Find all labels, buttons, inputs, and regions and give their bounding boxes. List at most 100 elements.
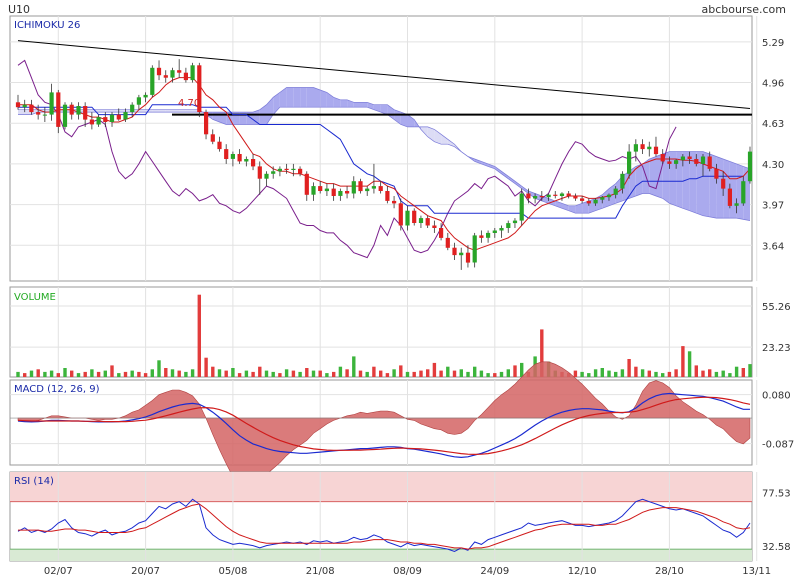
candle-body (660, 154, 665, 162)
candle-body (700, 156, 706, 164)
y-tick-label: 4.96 (762, 79, 784, 90)
candle-body (177, 70, 182, 73)
volume-bar (506, 369, 510, 377)
volume-bar (177, 370, 181, 377)
cloud-segment (635, 163, 643, 196)
volume-bar (137, 371, 141, 377)
candle-body (284, 168, 289, 170)
volume-bar (197, 294, 201, 377)
y-tick-label: -0.087 (762, 440, 794, 451)
volume-bar (748, 364, 752, 377)
volume-bar (681, 346, 685, 377)
cloud-segment (320, 90, 327, 108)
volume-bar (244, 370, 249, 377)
cloud-segment (494, 166, 502, 174)
volume-bar (358, 370, 363, 377)
date-label: 08/09 (393, 566, 422, 577)
volume-bar (271, 371, 275, 377)
cloud-segment (676, 151, 683, 209)
date-label: 12/10 (568, 566, 597, 577)
volume-bar (90, 369, 94, 377)
cloud-segment (682, 151, 690, 211)
candle-body (459, 252, 464, 256)
candle-body (653, 146, 659, 155)
candle-body (553, 194, 558, 196)
volume-bar (204, 357, 208, 377)
rsi-zones (10, 472, 752, 561)
candle-body (371, 186, 376, 189)
volume-yaxis: 55.26 23.23 (762, 302, 791, 354)
volume-bar (217, 369, 222, 377)
cloud-segment (286, 87, 294, 108)
signal-line (17, 396, 751, 456)
volume-bar (83, 371, 87, 377)
candle-body (432, 225, 437, 228)
volume-bar (63, 368, 67, 377)
volume-bar (143, 373, 148, 377)
volume-bar (614, 371, 618, 377)
volume-bar (49, 370, 54, 377)
y-tick-label: 0.080 (762, 391, 791, 402)
volume-bar (647, 370, 651, 377)
candle-body (412, 210, 417, 223)
source-label: abcbourse.com (702, 3, 786, 16)
cloud-segment (515, 181, 522, 189)
candle-body (69, 104, 74, 115)
overbought-zone (10, 472, 752, 502)
volume-bar (170, 369, 175, 377)
candle-body (150, 67, 155, 95)
date-label: 24/09 (480, 566, 509, 577)
volume-bar (540, 329, 544, 377)
volume-bar (687, 351, 692, 377)
volume-bar (56, 373, 60, 377)
cloud-segment (18, 109, 25, 115)
volume-bar (338, 366, 343, 377)
cloud-segment (649, 156, 656, 196)
volume-bar (23, 373, 27, 377)
candle-body (156, 67, 162, 76)
candle-body (627, 151, 632, 174)
tenkan-sen (18, 77, 751, 251)
volume-bar (284, 369, 289, 377)
y-tick-label: 3.64 (762, 241, 784, 252)
candle-body (257, 166, 262, 179)
volume-bar (117, 373, 121, 377)
candle-body (116, 114, 121, 120)
candle-body (358, 181, 363, 192)
candle-body (506, 223, 511, 228)
volume-bar (237, 373, 242, 377)
volume-bar (452, 370, 457, 377)
candle-body (647, 146, 652, 150)
cloud-segment (152, 109, 159, 113)
candle-body (398, 203, 403, 226)
candle-body (36, 112, 41, 115)
cloud-segment (407, 114, 415, 127)
volume-bar (486, 373, 490, 377)
volume-bar (36, 369, 40, 377)
date-label: 05/08 (218, 566, 247, 577)
cloud-segment (447, 139, 455, 147)
senkou-span-b (18, 106, 751, 221)
date-label: 02/07 (44, 566, 73, 577)
candle-body (190, 65, 195, 81)
cloud-segment (105, 109, 112, 113)
candle-body (519, 193, 524, 221)
candle-body (586, 200, 591, 204)
oversold-zone (10, 549, 752, 561)
date-label: 13/11 (742, 566, 771, 577)
candle-body (385, 191, 390, 201)
volume-bar (385, 373, 390, 377)
ichimoku-cloud (18, 87, 751, 221)
date-axis: 02/07 20/07 05/08 21/08 08/09 24/09 12/10 28/10… (44, 566, 771, 577)
cloud-segment (521, 186, 529, 194)
candle-body (620, 173, 625, 189)
cloud-segment (689, 151, 697, 214)
candle-body (291, 168, 296, 170)
candle-body (633, 144, 638, 152)
candle-body (559, 193, 565, 196)
volume-bar (231, 368, 235, 377)
candle-body (512, 220, 518, 224)
cloud-segment (159, 109, 166, 113)
macd-panel: 0.080 -0.087 MACD (12, 26, 9) (9, 361, 794, 486)
cloud-segment (662, 151, 670, 204)
